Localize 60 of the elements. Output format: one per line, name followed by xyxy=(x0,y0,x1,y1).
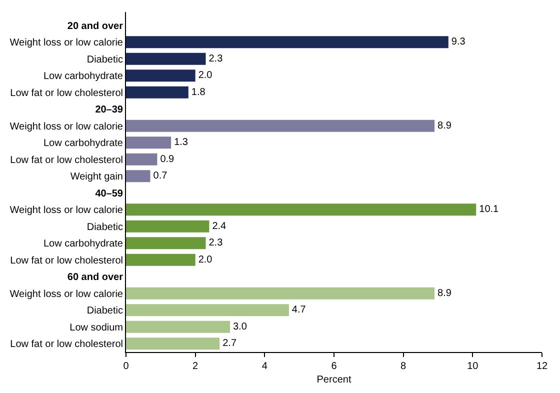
x-axis-title: Percent xyxy=(316,374,352,386)
data-label: 2.0 xyxy=(198,70,213,82)
y-tick-label: Low fat or low cholesterol xyxy=(10,255,123,266)
data-label: 2.3 xyxy=(208,238,224,249)
y-tick-label: Diabetic xyxy=(86,54,123,66)
y-tick-label: 20 and over xyxy=(67,20,124,32)
bar xyxy=(126,153,158,166)
data-label: 8.9 xyxy=(438,288,452,299)
data-label: 1.8 xyxy=(191,86,206,98)
y-tick-label: Low fat or low cholesterol xyxy=(10,339,123,350)
y-tick-label: Weight loss or low calorie xyxy=(10,121,124,132)
x-tick-label: 0 xyxy=(123,361,130,372)
bar xyxy=(126,204,476,216)
data-label: 3.0 xyxy=(233,321,248,332)
x-tick-label: 2 xyxy=(192,361,199,372)
bar xyxy=(126,136,172,149)
y-tick-label: Low fat or low cholesterol xyxy=(10,88,123,99)
data-label: 2.3 xyxy=(208,53,224,64)
y-tick-label: Weight gain xyxy=(70,172,123,183)
x-tick-label: 10 xyxy=(467,361,479,372)
data-label: 2.4 xyxy=(212,220,227,232)
x-tick-label: 8 xyxy=(400,361,407,372)
y-tick-label: Low carbohydrate xyxy=(44,238,124,250)
bar xyxy=(126,237,206,250)
bar xyxy=(126,120,435,132)
data-label: 9.3 xyxy=(451,36,466,48)
bar xyxy=(126,52,206,65)
bar xyxy=(126,254,196,266)
y-tick-label: Diabetic xyxy=(86,306,123,317)
data-label: 2.7 xyxy=(222,338,237,350)
y-tick-label: 40–59 xyxy=(95,188,124,200)
bar xyxy=(126,36,448,48)
x-tick-label: 4 xyxy=(262,361,268,372)
bar xyxy=(126,170,150,182)
bar xyxy=(126,220,210,232)
bar xyxy=(126,304,289,316)
y-tick-label: Diabetic xyxy=(86,222,123,233)
y-tick-label: Low carbohydrate xyxy=(44,138,124,150)
y-tick-label: Weight loss or low calorie xyxy=(10,288,124,300)
data-label: 10.1 xyxy=(479,204,500,216)
data-label: 8.9 xyxy=(438,120,452,132)
bar xyxy=(126,86,188,98)
x-tick-label: 6 xyxy=(331,361,338,372)
y-tick-label: Weight loss or low calorie xyxy=(10,205,124,216)
data-label: 0.7 xyxy=(153,170,168,182)
y-tick-label: 20–39 xyxy=(95,104,124,116)
y-tick-label: Low fat or low cholesterol xyxy=(10,154,123,166)
bar xyxy=(126,320,230,333)
data-label: 1.3 xyxy=(174,137,188,148)
x-tick-label: 12 xyxy=(536,361,548,372)
bar xyxy=(126,70,196,82)
y-tick-label: Low sodium xyxy=(70,322,123,334)
data-label: 0.9 xyxy=(160,154,175,165)
data-label: 2.0 xyxy=(198,254,213,266)
y-tick-label: Weight loss or low calorie xyxy=(10,38,124,49)
data-label: 4.7 xyxy=(292,304,306,316)
bar xyxy=(126,338,220,350)
bar xyxy=(126,287,435,300)
y-tick-label: Low carbohydrate xyxy=(44,71,124,82)
y-tick-label: 60 and over xyxy=(67,272,124,284)
